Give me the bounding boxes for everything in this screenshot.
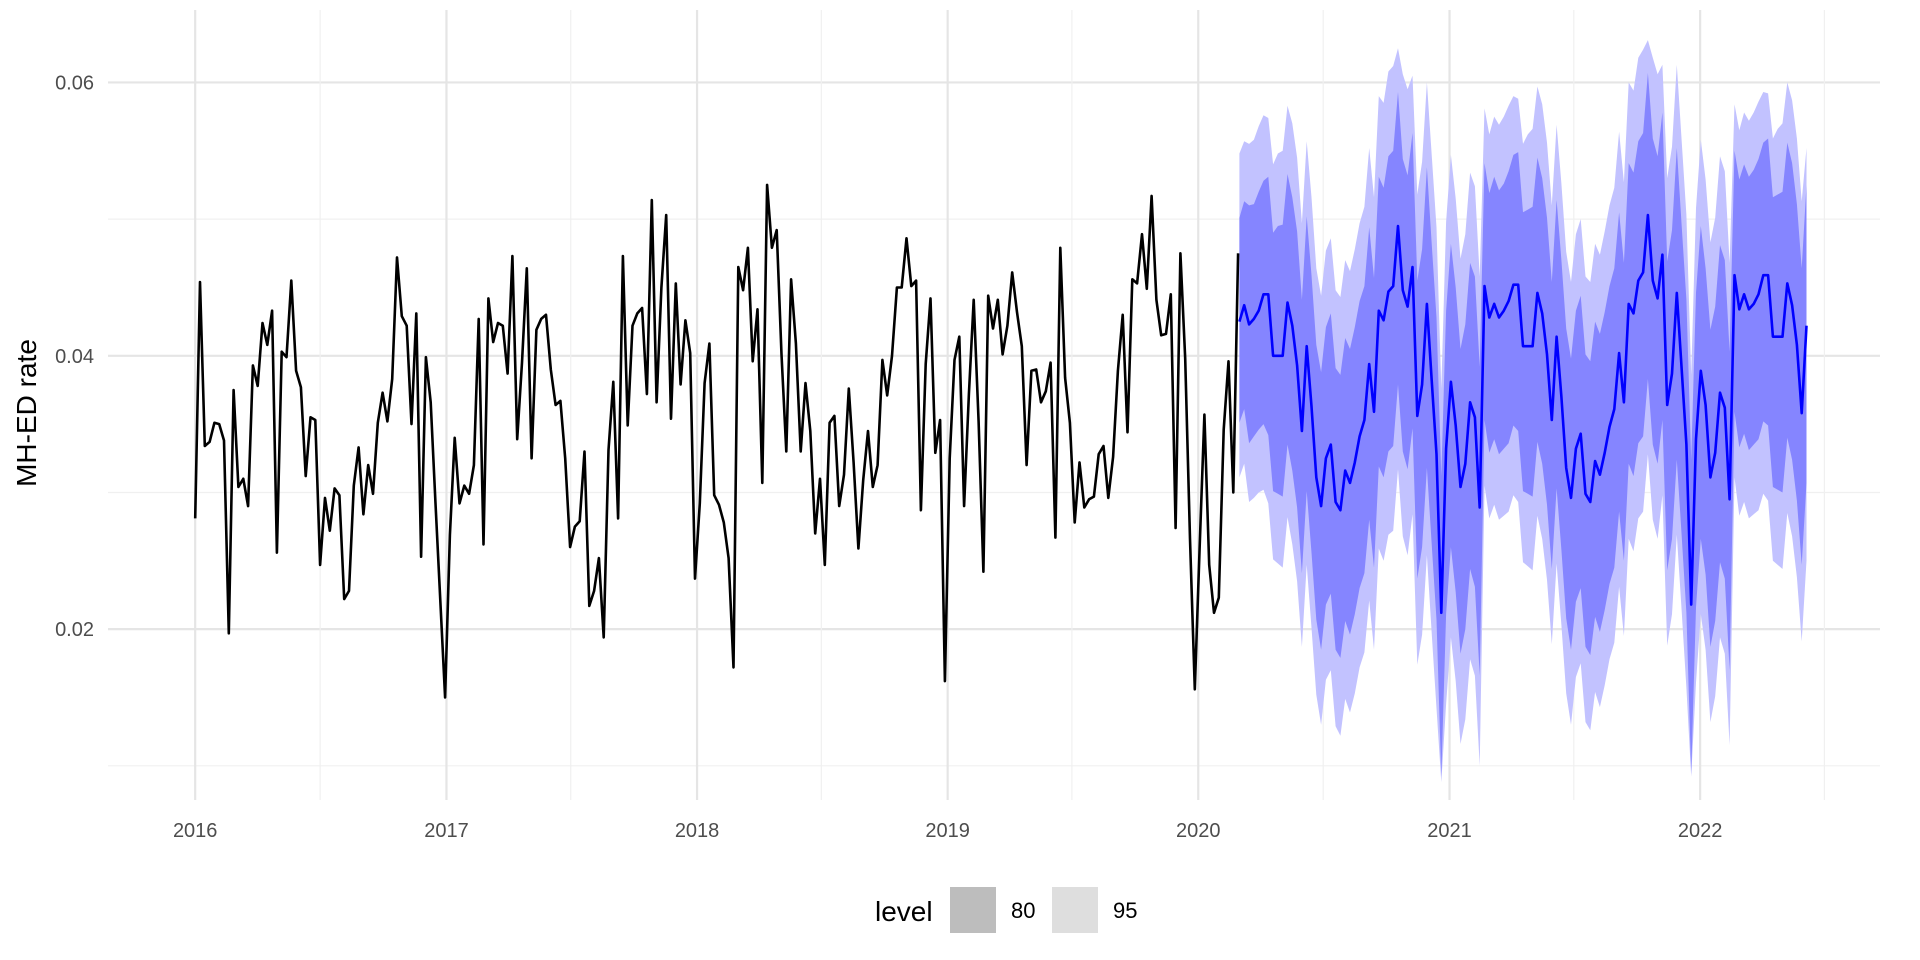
forecast-intervals: [1239, 40, 1807, 783]
observed-series-line: [193, 183, 1240, 699]
interval-80-band: [1239, 72, 1807, 777]
y-tick-label: 0.04: [55, 346, 94, 368]
x-tick-label: 2019: [925, 820, 970, 842]
series-lines: [193, 183, 1808, 699]
x-tick-label: 2020: [1176, 820, 1221, 842]
y-axis-ticks: 0.02 0.04 0.06: [55, 72, 94, 641]
x-tick-label: 2021: [1427, 820, 1472, 842]
y-tick-label: 0.06: [55, 72, 94, 94]
y-axis-title: MH-ED rate: [11, 339, 42, 487]
legend-title: level: [875, 896, 933, 927]
x-tick-label: 2018: [675, 820, 720, 842]
legend: level 80 95: [875, 887, 1137, 933]
x-tick-label: 2016: [173, 820, 218, 842]
x-tick-label: 2017: [424, 820, 469, 842]
x-axis-ticks: 2016 2017 2018 2019 2020 2021 2022: [173, 820, 1722, 842]
legend-swatch-80: [950, 887, 996, 933]
legend-label-80: 80: [1011, 898, 1035, 923]
forecast-mean-line: [1238, 213, 1808, 615]
x-tick-label: 2022: [1678, 820, 1723, 842]
legend-label-95: 95: [1113, 898, 1137, 923]
y-tick-label: 0.02: [55, 619, 94, 641]
legend-swatch-95: [1052, 887, 1098, 933]
